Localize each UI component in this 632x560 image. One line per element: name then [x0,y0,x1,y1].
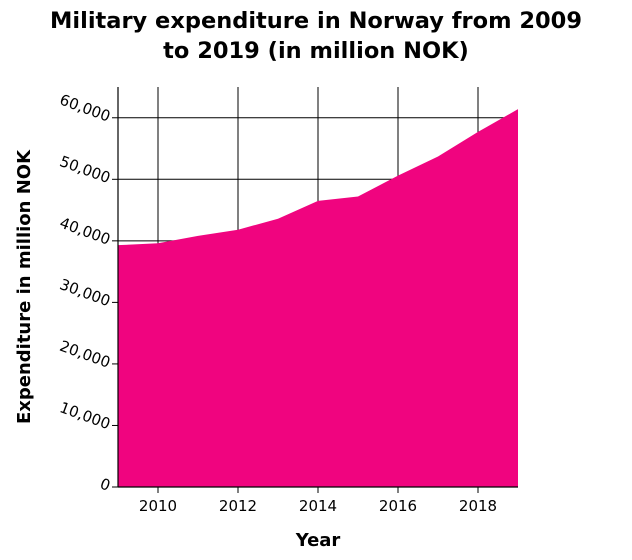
x-tick-label: 2010 [139,497,177,515]
x-tick-label: 2014 [299,497,337,515]
area-series [118,109,518,488]
y-tick-label: 20,000 [57,337,112,372]
y-tick-label: 60,000 [57,91,112,126]
x-tick-label: 2016 [379,497,417,515]
x-ticks: 2010 2012 2014 2016 2018 [139,487,497,515]
y-tick-label: 0 [98,475,113,495]
y-axis-label: Expenditure in million NOK [14,149,35,424]
x-tick-label: 2012 [219,497,257,515]
chart-title-line-2: to 2019 (in million NOK) [163,38,469,64]
y-ticks: 0 10,000 20,000 30,000 40,000 50,000 60,000 [57,91,118,495]
x-tick-label: 2018 [459,497,497,515]
y-tick-label: 10,000 [57,398,112,433]
x-axis-label: Year [295,530,341,551]
y-tick-label: 30,000 [57,275,112,310]
y-tick-label: 40,000 [57,214,112,249]
chart-title: Military expenditure in Norway from 2009… [0,6,632,66]
chart-title-line-1: Military expenditure in Norway from 2009 [50,8,582,34]
y-tick-label: 50,000 [57,152,112,187]
